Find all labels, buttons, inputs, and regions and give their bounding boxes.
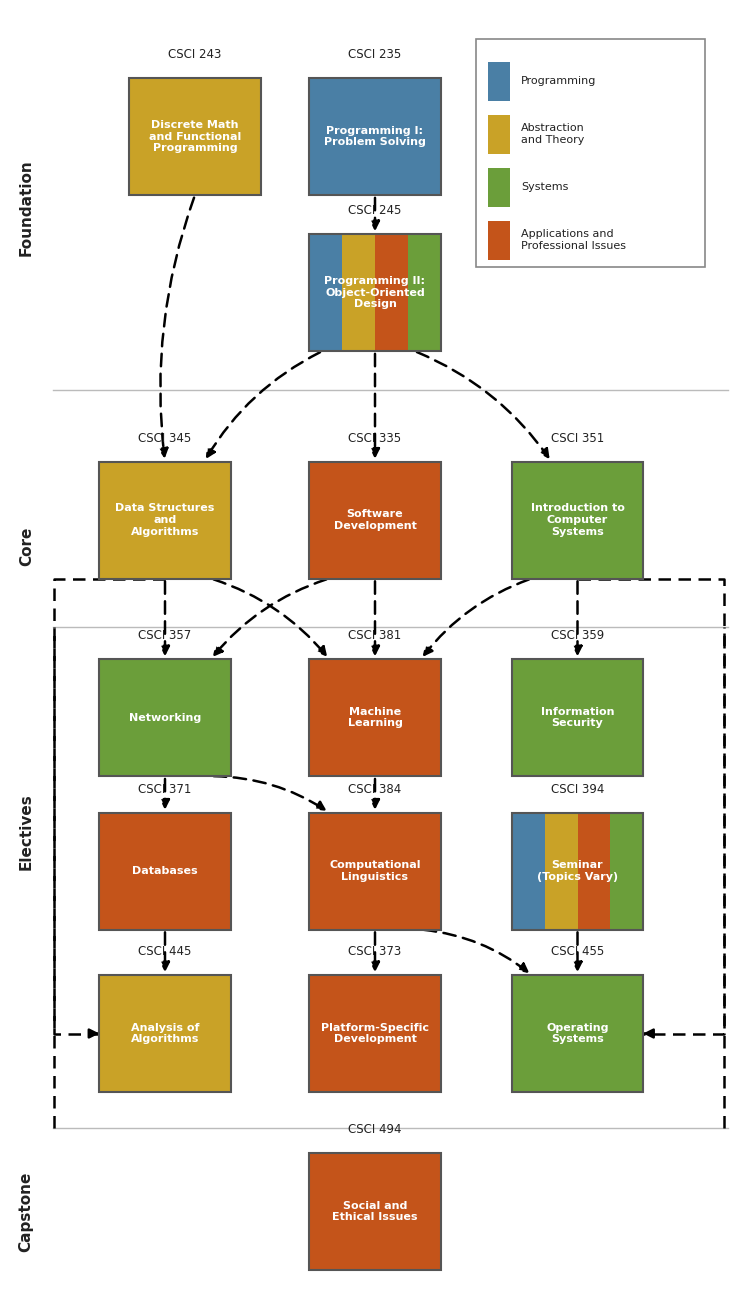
FancyBboxPatch shape <box>309 78 440 195</box>
Text: CSCI 245: CSCI 245 <box>348 204 402 217</box>
Bar <box>512 812 544 930</box>
Bar <box>309 234 342 351</box>
Bar <box>578 812 610 930</box>
Bar <box>408 234 440 351</box>
Bar <box>488 61 510 100</box>
Text: Systems: Systems <box>521 182 568 192</box>
FancyBboxPatch shape <box>512 659 643 776</box>
FancyBboxPatch shape <box>99 462 231 578</box>
Bar <box>342 234 375 351</box>
Text: CSCI 445: CSCI 445 <box>138 945 192 958</box>
Bar <box>375 234 408 351</box>
Text: CSCI 357: CSCI 357 <box>138 629 192 642</box>
Text: CSCI 381: CSCI 381 <box>348 629 402 642</box>
Text: CSCI 359: CSCI 359 <box>550 629 604 642</box>
Text: Programming I:
Problem Solving: Programming I: Problem Solving <box>324 126 426 147</box>
FancyBboxPatch shape <box>309 659 440 776</box>
Text: Software
Development: Software Development <box>334 510 416 530</box>
Text: CSCI 345: CSCI 345 <box>138 432 192 445</box>
FancyBboxPatch shape <box>309 1153 440 1270</box>
Text: Operating
Systems: Operating Systems <box>546 1023 609 1044</box>
Bar <box>488 114 510 153</box>
Text: Data Structures
and
Algorithms: Data Structures and Algorithms <box>116 503 214 537</box>
Text: Networking: Networking <box>129 712 201 723</box>
FancyBboxPatch shape <box>129 78 261 195</box>
FancyBboxPatch shape <box>99 659 231 776</box>
Text: Analysis of
Algorithms: Analysis of Algorithms <box>130 1023 200 1044</box>
Text: CSCI 235: CSCI 235 <box>348 48 402 61</box>
Text: Programming: Programming <box>521 77 597 86</box>
Bar <box>544 812 578 930</box>
Text: Electives: Electives <box>19 793 34 871</box>
Text: CSCI 351: CSCI 351 <box>550 432 604 445</box>
Text: CSCI 373: CSCI 373 <box>348 945 402 958</box>
FancyBboxPatch shape <box>309 975 440 1092</box>
FancyBboxPatch shape <box>512 975 643 1092</box>
Text: CSCI 243: CSCI 243 <box>168 48 222 61</box>
Text: Discrete Math
and Functional
Programming: Discrete Math and Functional Programming <box>148 120 242 153</box>
FancyBboxPatch shape <box>99 975 231 1092</box>
FancyBboxPatch shape <box>309 812 440 930</box>
Text: Core: Core <box>19 526 34 566</box>
Text: CSCI 384: CSCI 384 <box>348 783 402 796</box>
Text: Introduction to
Computer
Systems: Introduction to Computer Systems <box>530 503 625 537</box>
Bar <box>476 39 705 266</box>
Bar <box>488 221 510 260</box>
Text: CSCI 394: CSCI 394 <box>550 783 604 796</box>
Text: Abstraction
and Theory: Abstraction and Theory <box>521 124 585 144</box>
Text: Machine
Learning: Machine Learning <box>347 707 403 728</box>
Text: Social and
Ethical Issues: Social and Ethical Issues <box>332 1201 418 1222</box>
Text: CSCI 494: CSCI 494 <box>348 1123 402 1136</box>
Bar <box>488 168 510 207</box>
Text: CSCI 371: CSCI 371 <box>138 783 192 796</box>
Text: Foundation: Foundation <box>19 160 34 256</box>
FancyBboxPatch shape <box>99 812 231 930</box>
Text: Seminar
(Topics Vary): Seminar (Topics Vary) <box>537 861 618 881</box>
Text: Capstone: Capstone <box>19 1171 34 1252</box>
Text: Programming II:
Object-Oriented
Design: Programming II: Object-Oriented Design <box>325 276 425 309</box>
Text: CSCI 335: CSCI 335 <box>349 432 401 445</box>
Text: Platform-Specific
Development: Platform-Specific Development <box>321 1023 429 1044</box>
FancyBboxPatch shape <box>309 462 440 578</box>
FancyBboxPatch shape <box>512 462 643 578</box>
Text: Information
Security: Information Security <box>541 707 614 728</box>
Text: Databases: Databases <box>132 866 198 876</box>
Text: CSCI 455: CSCI 455 <box>550 945 604 958</box>
Bar <box>610 812 643 930</box>
Text: Computational
Linguistics: Computational Linguistics <box>329 861 421 881</box>
Text: Applications and
Professional Issues: Applications and Professional Issues <box>521 229 626 251</box>
